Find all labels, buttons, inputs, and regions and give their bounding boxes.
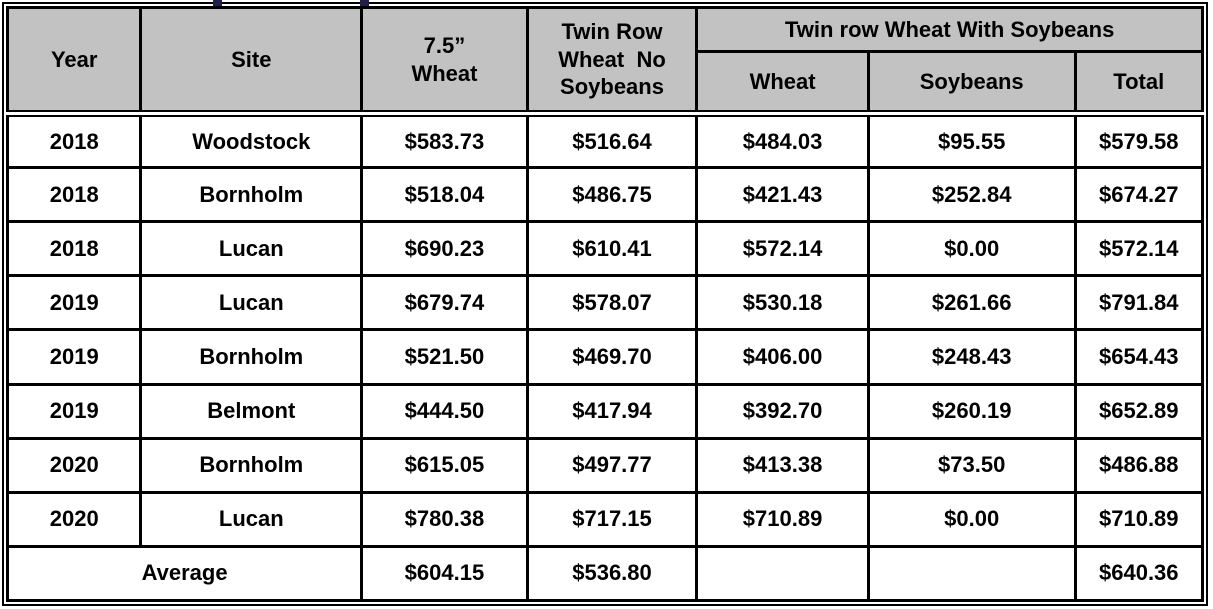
table-row: 2019 Belmont $444.50 $417.94 $392.70 $26… (5, 382, 1205, 440)
table-row: 2020 Bornholm $615.05 $497.77 $413.38 $7… (5, 436, 1205, 494)
cell-soybeans: $0.00 (866, 220, 1077, 278)
table-row: 2018 Lucan $690.23 $610.41 $572.14 $0.00… (5, 220, 1205, 278)
cell-twin-no-soybeans: $610.41 (525, 220, 699, 278)
cell-year: 2019 (5, 274, 143, 332)
cell-total: $710.89 (1073, 490, 1205, 548)
cell-twin-no-soybeans: $578.07 (525, 274, 699, 332)
cell-year: 2018 (5, 220, 143, 278)
table-row: 2020 Lucan $780.38 $717.15 $710.89 $0.00… (5, 490, 1205, 548)
header-twin-row-no-soybeans: Twin Row Wheat No Soybeans (525, 6, 699, 117)
cell-site: Woodstock (139, 111, 364, 170)
cell-year: 2020 (5, 436, 143, 494)
cell-soybeans: $0.00 (866, 490, 1077, 548)
table-row: 2019 Lucan $679.74 $578.07 $530.18 $261.… (5, 274, 1205, 332)
cell-total: $486.88 (1073, 436, 1205, 494)
cell-site: Belmont (139, 382, 364, 440)
cell-soybeans: $261.66 (866, 274, 1077, 332)
cell-average-wheat (695, 544, 870, 603)
cell-average-soybeans (866, 544, 1077, 603)
cell-wheat: $484.03 (695, 111, 870, 170)
header-75-wheat: 7.5” Wheat (360, 6, 529, 117)
table-row: 2018 Bornholm $518.04 $486.75 $421.43 $2… (5, 166, 1205, 224)
cell-twin-no-soybeans: $469.70 (525, 328, 699, 386)
cell-75-wheat: $521.50 (360, 328, 529, 386)
cell-twin-no-soybeans: $516.64 (525, 111, 699, 170)
cell-wheat: $530.18 (695, 274, 870, 332)
cell-75-wheat: $690.23 (360, 220, 529, 278)
header-site: Site (139, 6, 364, 117)
cell-site: Bornholm (139, 328, 364, 386)
cell-year: 2019 (5, 382, 143, 440)
cell-75-wheat: $780.38 (360, 490, 529, 548)
cell-soybeans: $248.43 (866, 328, 1077, 386)
header-sub-total: Total (1073, 50, 1205, 117)
cell-wheat: $406.00 (695, 328, 870, 386)
cell-75-wheat: $615.05 (360, 436, 529, 494)
header-sub-wheat: Wheat (695, 50, 870, 117)
cell-average-75-wheat: $604.15 (360, 544, 529, 603)
cell-soybeans: $252.84 (866, 166, 1077, 224)
table-row: 2018 Woodstock $583.73 $516.64 $484.03 $… (5, 111, 1205, 170)
cell-twin-no-soybeans: $717.15 (525, 490, 699, 548)
cell-year: 2020 (5, 490, 143, 548)
cell-soybeans: $95.55 (866, 111, 1077, 170)
header-twin-row-with-soybeans: Twin row Wheat With Soybeans (695, 6, 1204, 53)
cell-wheat: $572.14 (695, 220, 870, 278)
cell-75-wheat: $444.50 (360, 382, 529, 440)
cell-75-wheat: $679.74 (360, 274, 529, 332)
cell-total: $572.14 (1073, 220, 1205, 278)
revenue-comparison-table: Year Site 7.5” Wheat Twin Row Wheat No S… (5, 6, 1205, 603)
cell-wheat: $392.70 (695, 382, 870, 440)
cell-wheat: $710.89 (695, 490, 870, 548)
cell-twin-no-soybeans: $417.94 (525, 382, 699, 440)
average-row: Average $604.15 $536.80 $640.36 (5, 544, 1205, 603)
cell-twin-no-soybeans: $497.77 (525, 436, 699, 494)
cell-year: 2018 (5, 166, 143, 224)
cell-total: $674.27 (1073, 166, 1205, 224)
cell-site: Lucan (139, 220, 364, 278)
cell-wheat: $413.38 (695, 436, 870, 494)
cell-75-wheat: $583.73 (360, 111, 529, 170)
cropped-text-descender (360, 0, 369, 6)
cell-average-twin-no-soybeans: $536.80 (525, 544, 699, 603)
cell-average-label: Average (5, 544, 364, 603)
cell-year: 2019 (5, 328, 143, 386)
cell-total: $579.58 (1073, 111, 1205, 170)
table-row: 2019 Bornholm $521.50 $469.70 $406.00 $2… (5, 328, 1205, 386)
cell-soybeans: $73.50 (866, 436, 1077, 494)
header-sub-soybeans: Soybeans (866, 50, 1077, 117)
cell-year: 2018 (5, 111, 143, 170)
cell-average-total: $640.36 (1073, 544, 1205, 603)
cell-site: Bornholm (139, 436, 364, 494)
cell-75-wheat: $518.04 (360, 166, 529, 224)
cropped-text-descender (213, 0, 222, 6)
cell-twin-no-soybeans: $486.75 (525, 166, 699, 224)
cell-soybeans: $260.19 (866, 382, 1077, 440)
cell-total: $654.43 (1073, 328, 1205, 386)
cell-wheat: $421.43 (695, 166, 870, 224)
cell-total: $652.89 (1073, 382, 1205, 440)
cell-total: $791.84 (1073, 274, 1205, 332)
header-year: Year (5, 6, 143, 117)
cell-site: Lucan (139, 274, 364, 332)
cell-site: Bornholm (139, 166, 364, 224)
cell-site: Lucan (139, 490, 364, 548)
